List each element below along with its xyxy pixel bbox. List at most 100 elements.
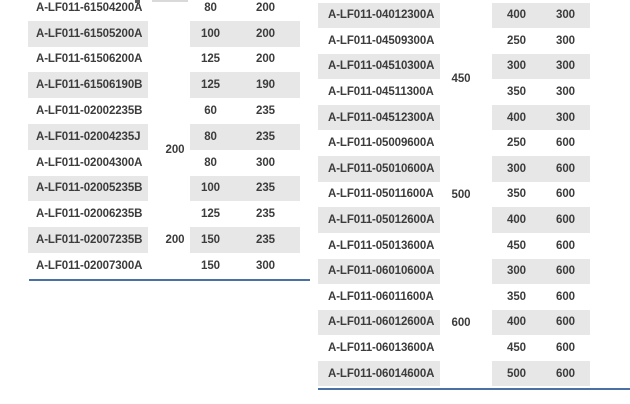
dimension-cell: 400 xyxy=(492,104,541,131)
table-row: A-LF011-06013600A 450 600 xyxy=(318,335,590,361)
part-number-cell: A-LF011-04509300A xyxy=(328,34,435,47)
merged-column-space xyxy=(148,175,190,202)
table-row: A-LF011-02002235B 60 235 xyxy=(28,98,300,124)
part-number-cell: A-LF011-02007300A xyxy=(36,259,143,272)
table-row: A-LF011-61505200A 100 200 xyxy=(28,20,300,47)
dimension-cell: 600 xyxy=(556,342,575,355)
merged-dimension-cell: 200 xyxy=(165,234,185,247)
dimension-cell: 600 xyxy=(541,309,590,336)
dimension-cell: 300 xyxy=(541,2,590,29)
merged-column-space xyxy=(148,201,190,228)
dimension-cell: 235 xyxy=(231,227,300,253)
table-row: A-LF011-06014600A 500 600 xyxy=(318,360,590,387)
table-row: A-LF011-06011600A 350 600 xyxy=(318,284,590,310)
merged-column-space xyxy=(440,181,492,208)
table-row: A-LF011-06010600A 300 600 xyxy=(318,258,590,285)
clipped-text-fragment xyxy=(152,0,188,2)
dimension-cell: 235 xyxy=(231,124,300,150)
merged-column-space xyxy=(440,79,492,105)
dimension-cell: 125 xyxy=(190,72,231,99)
table-row: A-LF011-61506200A 125 200 xyxy=(28,46,300,73)
part-number-cell: A-LF011-02005235B xyxy=(28,175,148,202)
dimension-cell: 250 xyxy=(507,34,526,47)
dimension-cell: 200 xyxy=(231,20,300,47)
dimension-cell: 235 xyxy=(256,208,275,221)
dimension-cell: 190 xyxy=(231,72,300,99)
part-number-cell: A-LF011-02002235B xyxy=(36,105,143,118)
dimension-cell: 350 xyxy=(507,188,526,201)
table-row: A-LF011-05009600A 250 600 xyxy=(318,130,590,157)
part-number-cell: A-LF011-04512300A xyxy=(318,104,440,131)
dimension-cell: 450 xyxy=(507,239,526,252)
table-row: A-LF011-04510300A 300 300 xyxy=(318,53,590,80)
table-row: A-LF011-61504200A 80 200 xyxy=(28,0,300,21)
merged-dimension-cell: 450 xyxy=(451,73,471,86)
part-number-cell: A-LF011-02006235B xyxy=(36,208,143,221)
left-table-bottom-border xyxy=(29,279,310,281)
part-number-cell: A-LF011-06014600A xyxy=(318,360,440,387)
dimension-cell: 250 xyxy=(507,137,526,150)
table-row: A-LF011-05011600A 350 600 xyxy=(318,181,590,208)
dimension-cell: 500 xyxy=(492,360,541,387)
dimension-cell: 450 xyxy=(507,342,526,355)
table-row: A-LF011-02007235B 150 235 xyxy=(28,227,300,253)
part-number-cell: A-LF011-05013600A xyxy=(328,239,435,252)
merged-column-space xyxy=(440,284,492,310)
merged-column-space xyxy=(440,2,492,29)
merged-column-space xyxy=(440,28,492,54)
dimension-cell: 300 xyxy=(556,34,575,47)
dimension-cell: 300 xyxy=(492,53,541,80)
dimension-cell: 300 xyxy=(492,258,541,285)
part-number-cell: A-LF011-05009600A xyxy=(328,137,435,150)
dimension-cell: 600 xyxy=(556,137,575,150)
dimension-cell: 150 xyxy=(190,227,231,253)
table-row: A-LF011-61506190B 125 190 xyxy=(28,72,300,99)
merged-column-space xyxy=(148,46,190,73)
dimension-cell: 600 xyxy=(541,258,590,285)
dimension-cell: 125 xyxy=(201,208,220,221)
dimension-cell: 600 xyxy=(541,156,590,182)
merged-column-space xyxy=(440,309,492,336)
dimension-cell: 300 xyxy=(541,53,590,80)
merged-column-space xyxy=(440,335,492,361)
merged-column-space xyxy=(148,20,190,47)
merged-column-space xyxy=(440,207,492,233)
dimension-cell: 80 xyxy=(204,1,217,14)
merged-column-space xyxy=(440,53,492,80)
dimension-cell: 235 xyxy=(231,175,300,202)
part-number-cell: A-LF011-02007235B xyxy=(28,227,148,253)
part-number-cell: A-LF011-04012300A xyxy=(318,2,440,29)
part-number-cell: A-LF011-04510300A xyxy=(318,53,440,80)
dimension-cell: 60 xyxy=(204,105,217,118)
dimension-cell: 300 xyxy=(556,86,575,99)
merged-column-space xyxy=(440,360,492,387)
merged-column-space xyxy=(440,232,492,259)
table-row: A-LF011-02004300A 80 300 xyxy=(28,149,300,176)
merged-column-space xyxy=(148,98,190,124)
part-number-cell: A-LF011-04511300A xyxy=(328,86,434,99)
dimension-cell: 600 xyxy=(541,360,590,387)
part-number-cell: A-LF011-05010600A xyxy=(318,156,440,182)
dimension-cell: 80 xyxy=(204,156,217,169)
part-number-cell: A-LF011-02004235J xyxy=(28,124,148,150)
table-row: A-LF011-04511300A 350 300 xyxy=(318,79,590,105)
dimension-cell: 400 xyxy=(492,309,541,336)
merged-column-space xyxy=(440,130,492,157)
dimension-cell: 300 xyxy=(256,259,275,272)
table-row: A-LF011-02004235J 80 235 xyxy=(28,124,300,150)
part-number-cell: A-LF011-06012600A xyxy=(318,309,440,336)
merged-dimension-cell: 200 xyxy=(165,143,185,156)
table-row: A-LF011-02007300A 150 300 xyxy=(28,253,300,279)
table-row: A-LF011-04512300A 400 300 xyxy=(318,104,590,131)
merged-dimension-cell: 600 xyxy=(451,316,471,329)
part-number-cell: A-LF011-06010600A xyxy=(318,258,440,285)
merged-column-space xyxy=(440,104,492,131)
dimension-cell: 235 xyxy=(256,105,275,118)
merged-dimension-cell: 500 xyxy=(451,188,471,201)
dimension-cell: 150 xyxy=(201,259,220,272)
part-number-cell: A-LF011-02004300A xyxy=(36,156,143,169)
table-row: A-LF011-04012300A 400 300 xyxy=(318,2,590,29)
table-row: A-LF011-06012600A 400 600 xyxy=(318,309,590,336)
part-number-cell: A-LF011-61505200A xyxy=(28,20,148,47)
